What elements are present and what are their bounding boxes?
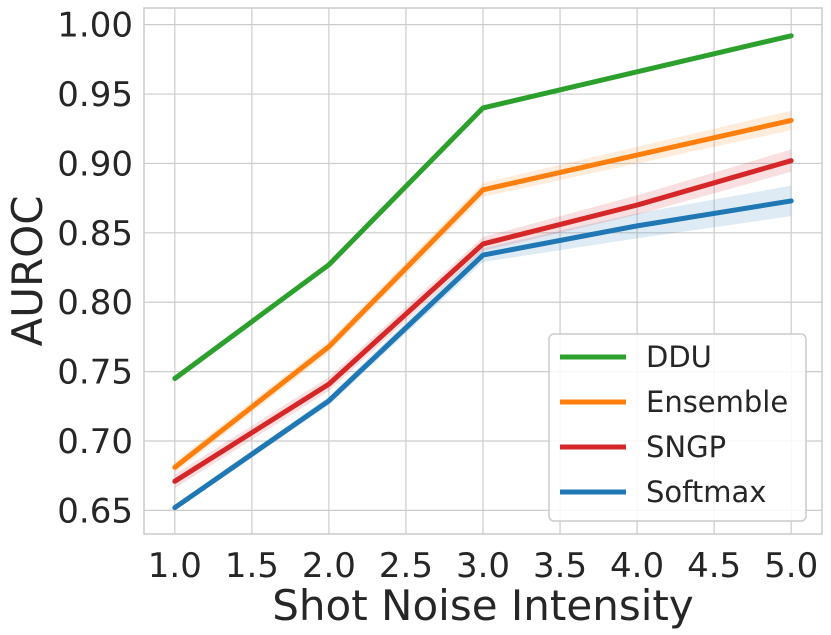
y-tick-label: 1.00: [57, 6, 133, 46]
x-tick-labels: 1.0 1.5 2.0 2.5 3.0 3.5 4.0 4.5 5.0: [148, 546, 818, 586]
y-tick-label: 0.85: [57, 214, 133, 254]
y-tick-label: 0.95: [57, 75, 133, 115]
legend: DDU Ensemble SNGP Softmax: [548, 333, 807, 522]
y-tick-label: 0.90: [57, 144, 133, 184]
x-tick-label: 2.0: [302, 546, 356, 586]
legend-label-ensemble: Ensemble: [646, 385, 788, 419]
y-tick-label: 0.70: [57, 422, 133, 462]
y-axis-title: AUROC: [3, 195, 52, 346]
sngp-band: [174, 149, 792, 489]
x-tick-label: 4.0: [610, 546, 664, 586]
ensemble-band: [174, 110, 792, 473]
softmax-line: [172, 198, 794, 511]
y-tick-label: 0.80: [57, 283, 133, 323]
y-tick-labels: 0.65 0.70 0.75 0.80 0.85 0.90 0.95 1.00: [57, 6, 133, 532]
x-tick-label: 3.5: [533, 546, 587, 586]
x-tick-label: 1.0: [148, 546, 202, 586]
ddu-line: [172, 33, 794, 382]
x-tick-label: 2.5: [379, 546, 433, 586]
x-axis-title: Shot Noise Intensity: [272, 581, 693, 630]
legend-label-sngp: SNGP: [646, 430, 726, 464]
confidence-bands: [174, 34, 792, 511]
legend-label-softmax: Softmax: [646, 475, 766, 509]
x-tick-label: 3.0: [456, 546, 510, 586]
series-lines: [172, 33, 794, 511]
y-tick-label: 0.75: [57, 353, 133, 393]
x-tick-label: 4.5: [687, 546, 741, 586]
legend-label-ddu: DDU: [646, 340, 712, 374]
x-tick-label: 5.0: [764, 546, 818, 586]
x-tick-label: 1.5: [225, 546, 279, 586]
ensemble-line: [172, 117, 794, 470]
legend-box: [548, 333, 807, 522]
sngp-line: [172, 158, 794, 484]
y-tick-label: 0.65: [57, 491, 133, 531]
softmax-band: [174, 185, 792, 511]
